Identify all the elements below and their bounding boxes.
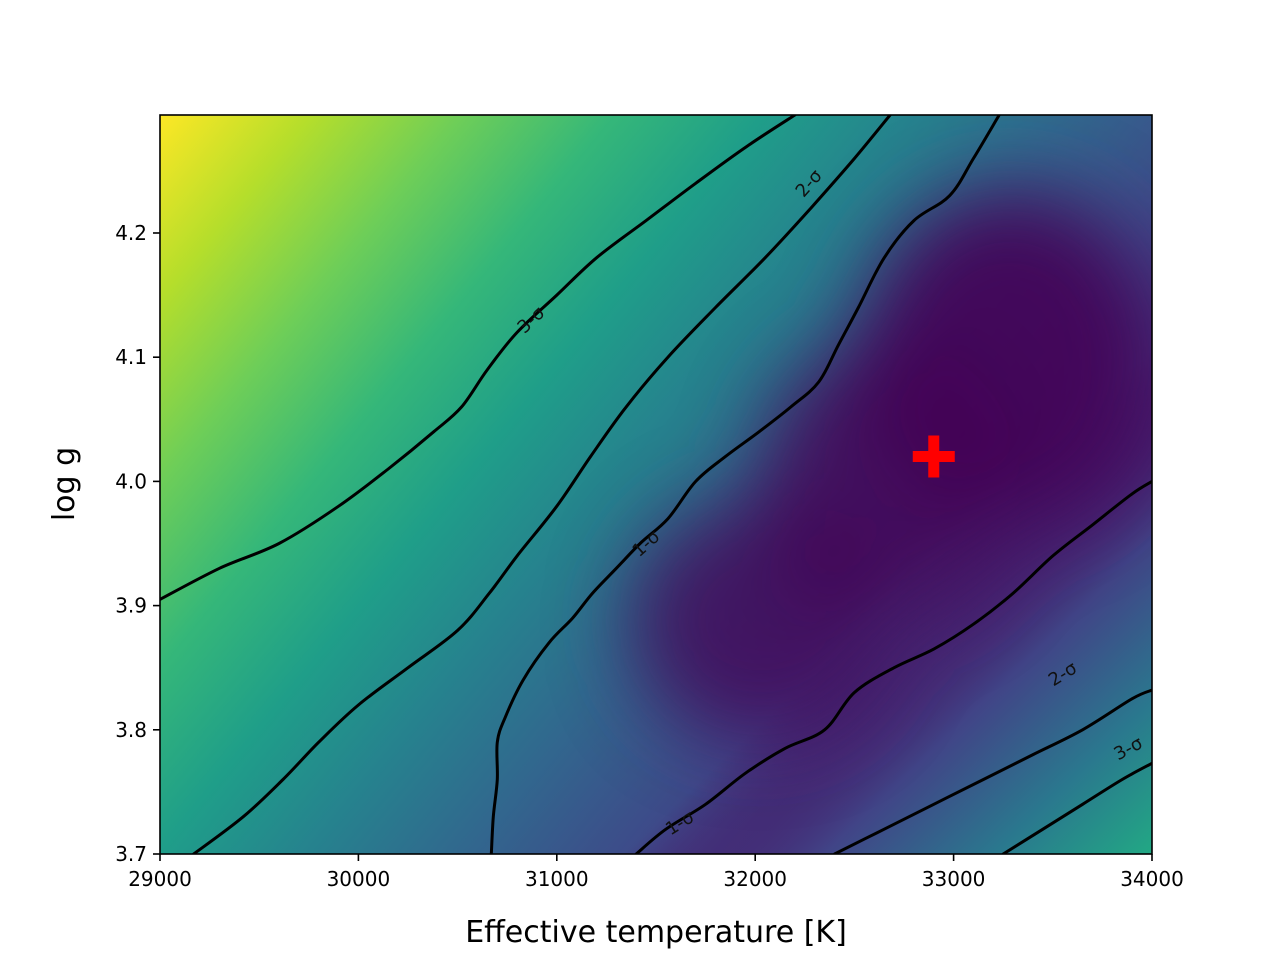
y-tick-label: 3.8 (115, 718, 147, 742)
contour-line-1-branch-1 (489, 115, 1001, 854)
heatmap-minimum-valley (630, 190, 1152, 740)
contour-line-1-branch-2 (634, 479, 1152, 854)
y-tick-label: 4.0 (115, 469, 147, 493)
x-tick-label: 33000 (922, 867, 986, 891)
x-tick-label: 30000 (327, 867, 391, 891)
plot-frame (159, 114, 1153, 855)
best-fit-marker (912, 435, 955, 478)
y-tick-label: 4.1 (115, 345, 147, 369)
x-axis-label: Effective temperature [K] (465, 915, 847, 950)
y-tick-label: 4.2 (115, 221, 147, 245)
x-axis-ticks: 29000 30000 31000 32000 33000 34000 (128, 854, 1184, 891)
x-tick-label: 31000 (525, 867, 589, 891)
y-axis-label: log g (47, 447, 82, 521)
y-tick-label: 3.7 (115, 842, 147, 866)
contour-line-2-branch-1 (192, 115, 892, 854)
contour-line-3-branch-1 (160, 115, 797, 601)
y-axis-ticks: 3.7 3.8 3.9 4.0 4.1 4.2 (115, 221, 160, 866)
x-tick-label: 32000 (723, 867, 787, 891)
contour-line-2-branch-2 (833, 688, 1152, 854)
x-tick-label: 29000 (128, 867, 192, 891)
y-tick-label: 3.9 (115, 594, 147, 618)
contour-line-3-branch-2 (1001, 761, 1152, 854)
contour-lines (160, 115, 1152, 854)
plot-area: 1-σ1-σ2-σ2-σ3-σ3-σ (160, 115, 1152, 854)
x-tick-label: 34000 (1120, 867, 1184, 891)
